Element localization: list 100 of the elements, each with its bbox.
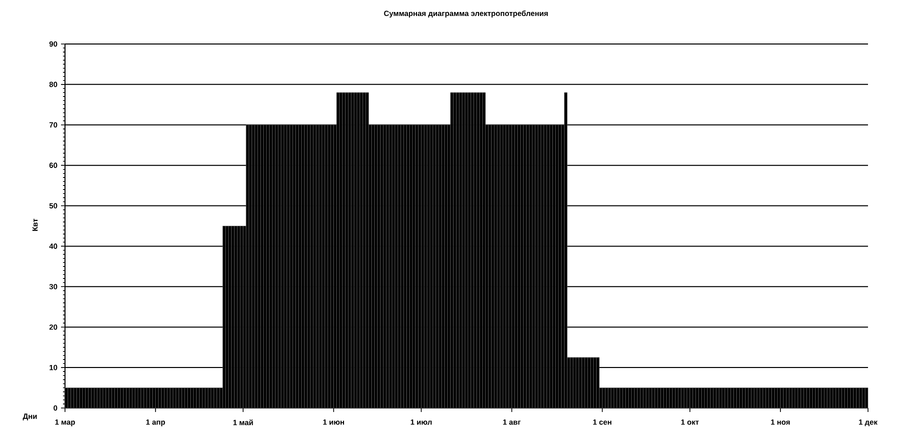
bar <box>254 124 258 408</box>
bar <box>74 388 77 408</box>
bar <box>570 357 574 408</box>
bar <box>696 388 699 408</box>
bar <box>158 388 162 408</box>
bar <box>438 124 442 408</box>
bar <box>544 124 547 408</box>
bar <box>307 124 310 408</box>
bar <box>91 388 94 408</box>
bar <box>760 388 764 408</box>
bar <box>164 388 168 408</box>
bar <box>386 124 390 408</box>
bar <box>768 388 772 408</box>
bar <box>532 124 536 408</box>
bar <box>502 124 506 408</box>
bar <box>210 388 214 408</box>
bar <box>199 388 202 408</box>
bar <box>178 388 182 408</box>
bar <box>494 124 498 408</box>
bar <box>88 388 92 408</box>
bar <box>582 357 585 408</box>
bar <box>409 124 413 408</box>
bar <box>766 388 769 408</box>
bar <box>360 92 363 408</box>
bar <box>269 124 272 408</box>
bar <box>783 388 786 408</box>
bar <box>610 388 614 408</box>
bar <box>652 388 655 408</box>
bar <box>415 124 418 408</box>
bar <box>132 388 136 408</box>
bar <box>108 388 112 408</box>
bar <box>634 388 638 408</box>
bar <box>815 388 819 408</box>
bar <box>85 388 89 408</box>
bar <box>847 388 851 408</box>
bar <box>675 388 678 408</box>
bar <box>660 388 664 408</box>
bar <box>789 388 792 408</box>
bar <box>266 124 270 408</box>
bar <box>150 388 153 408</box>
bar <box>701 388 705 408</box>
bar <box>812 388 816 408</box>
bar <box>275 124 278 408</box>
bar <box>692 388 696 408</box>
bar <box>68 388 71 408</box>
bar <box>214 388 217 408</box>
bar <box>304 124 308 408</box>
bar <box>424 124 428 408</box>
bar <box>859 388 862 408</box>
bar <box>263 124 267 408</box>
bar <box>616 388 620 408</box>
bar <box>366 92 369 408</box>
bar <box>348 92 352 408</box>
bar <box>432 124 436 408</box>
bar <box>488 124 492 408</box>
bar <box>622 388 626 408</box>
bar <box>672 388 676 408</box>
bar <box>339 92 343 408</box>
bar <box>637 388 640 408</box>
bar <box>205 388 208 408</box>
bar <box>508 124 512 408</box>
bar <box>588 357 591 408</box>
bar <box>310 124 314 408</box>
bar <box>430 124 434 408</box>
bar <box>710 388 714 408</box>
bar <box>100 388 104 408</box>
bar <box>123 388 126 408</box>
bar <box>102 388 106 408</box>
bar <box>830 388 834 408</box>
bar <box>442 124 445 408</box>
bar <box>237 226 240 408</box>
bar <box>140 388 144 408</box>
bar <box>558 124 562 408</box>
bar <box>190 388 194 408</box>
bar <box>144 388 147 408</box>
bar <box>523 124 527 408</box>
bar <box>284 124 288 408</box>
bar <box>202 388 206 408</box>
bar <box>684 388 688 408</box>
bar <box>669 388 673 408</box>
bar <box>336 92 340 408</box>
bar <box>838 388 842 408</box>
bar <box>514 124 518 408</box>
bar <box>167 388 170 408</box>
bar <box>126 388 130 408</box>
bar <box>76 388 80 408</box>
bar <box>474 92 477 408</box>
bar <box>374 124 378 408</box>
bar <box>576 357 580 408</box>
bar <box>296 124 299 408</box>
bar <box>491 124 494 408</box>
bar <box>704 388 708 408</box>
bar <box>526 124 530 408</box>
bar <box>686 388 690 408</box>
bar <box>751 388 754 408</box>
bar <box>456 92 460 408</box>
bar <box>377 124 381 408</box>
bar <box>380 124 384 408</box>
bar <box>540 124 544 408</box>
bar <box>550 124 553 408</box>
